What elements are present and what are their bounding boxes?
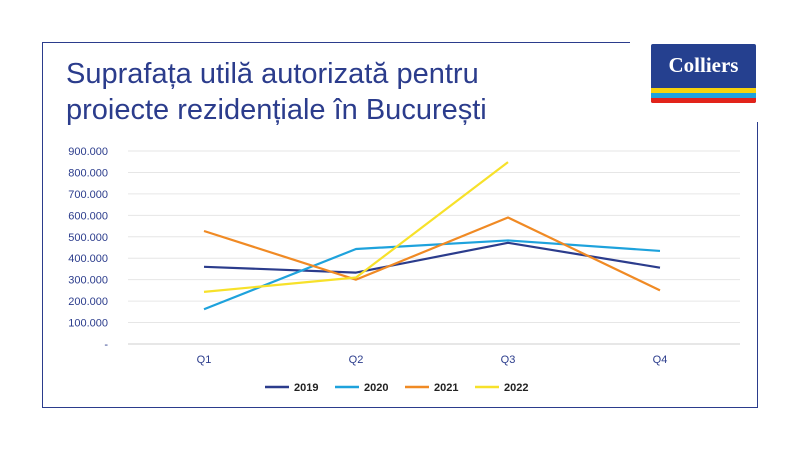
x-tick-label: Q2 [349,354,364,366]
y-tick-label: 400.000 [68,253,108,265]
legend-label-2020: 2020 [364,382,388,394]
y-tick-label: 100.000 [68,318,108,330]
legend-label-2021: 2021 [434,382,458,394]
y-tick-label: 300.000 [68,275,108,287]
series-line-2021 [203,216,661,292]
x-tick-label: Q3 [501,354,516,366]
y-tick-label: 200.000 [68,296,108,308]
y-tick-label: 700.000 [68,189,108,201]
x-tick-label: Q4 [653,354,668,366]
logo-stripe-yellow [651,88,756,93]
logo-stripe-red [651,98,756,103]
title-line-1: Suprafața utilă autorizată pentru [66,58,479,90]
series-line-2019 [203,241,661,274]
y-tick-label: 500.000 [68,232,108,244]
logo-stripe-blue [651,93,756,98]
y-tick-label: 600.000 [68,210,108,222]
colliers-logo: Colliers [651,44,756,103]
page-title: Suprafața utilă autorizată pentru proiec… [66,56,626,128]
logo-text: Colliers [668,53,739,77]
y-tick-label: 900.000 [68,146,108,158]
x-tick-label: Q1 [197,354,212,366]
legend-label-2022: 2022 [504,382,528,394]
y-tick-label: - [104,339,108,351]
y-tick-label: 800.000 [68,167,108,179]
series-line-2022 [203,161,509,293]
series-line-2020 [203,239,661,311]
legend-label-2019: 2019 [294,382,318,394]
title-line-2: proiecte rezidențiale în București [66,94,487,126]
